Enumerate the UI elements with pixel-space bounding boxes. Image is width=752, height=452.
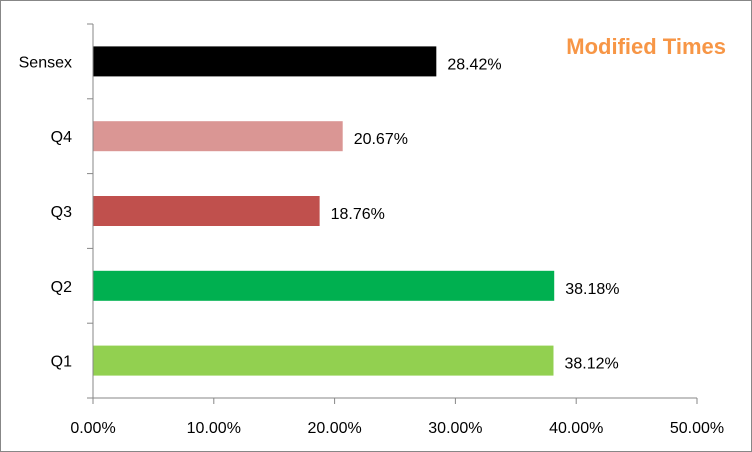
- data-label: 18.76%: [331, 206, 385, 223]
- category-label: Q2: [51, 279, 72, 296]
- category-label: Q3: [51, 204, 72, 221]
- category-label: Sensex: [19, 54, 72, 71]
- category-label: Q4: [51, 129, 72, 146]
- x-tick-label: 10.00%: [187, 420, 241, 437]
- bar-q1: [93, 345, 554, 376]
- x-tick-label: 0.00%: [70, 420, 115, 437]
- data-label: 38.18%: [565, 281, 619, 298]
- bar-q4: [93, 121, 343, 152]
- x-tick-label: 20.00%: [307, 420, 361, 437]
- bar-sensex: [93, 46, 437, 77]
- x-tick-label: 40.00%: [549, 420, 603, 437]
- bar-q3: [93, 196, 320, 226]
- data-label: 38.12%: [564, 356, 618, 373]
- x-tick-label: 30.00%: [428, 420, 482, 437]
- chart-title: Modified Times: [566, 34, 726, 59]
- bar-q2: [93, 270, 555, 301]
- x-tick-label: 50.00%: [670, 420, 724, 437]
- data-label: 20.67%: [354, 131, 408, 148]
- data-label: 28.42%: [447, 56, 501, 73]
- category-label: Q1: [51, 354, 72, 371]
